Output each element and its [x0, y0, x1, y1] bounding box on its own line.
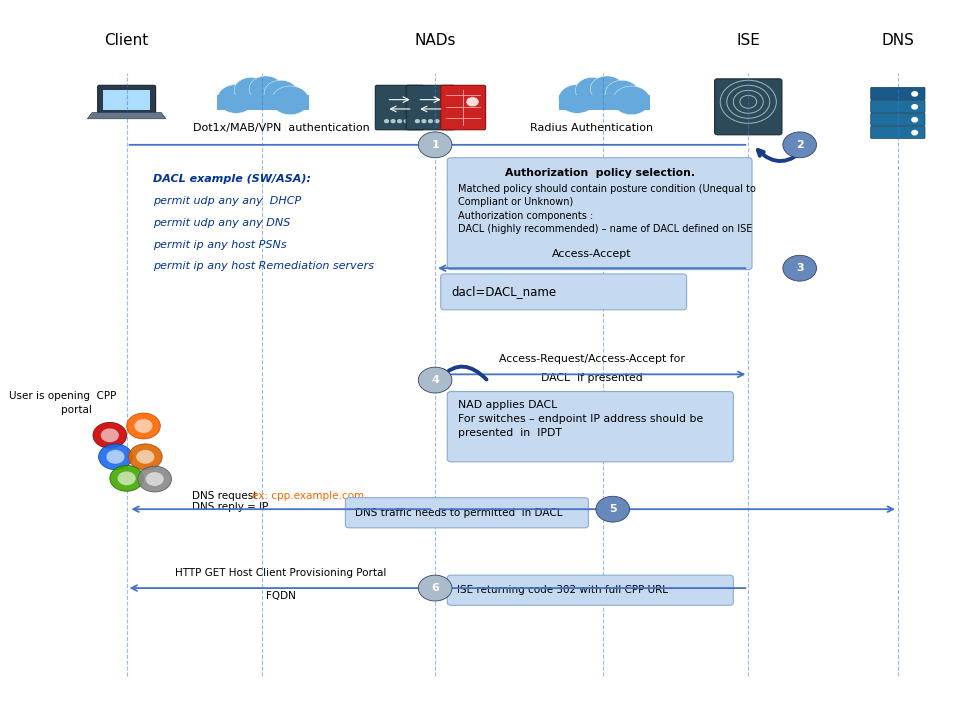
Polygon shape	[559, 94, 650, 110]
FancyBboxPatch shape	[871, 100, 924, 112]
Circle shape	[138, 466, 172, 492]
Circle shape	[99, 444, 132, 469]
Circle shape	[782, 132, 817, 158]
Text: HTTP GET Host Client Provisioning Portal: HTTP GET Host Client Provisioning Portal	[176, 568, 387, 578]
Circle shape	[435, 120, 439, 122]
FancyBboxPatch shape	[714, 79, 782, 135]
FancyBboxPatch shape	[406, 85, 455, 130]
Circle shape	[397, 120, 401, 122]
Circle shape	[419, 575, 452, 601]
Circle shape	[912, 130, 918, 135]
Polygon shape	[87, 112, 166, 119]
FancyBboxPatch shape	[104, 89, 150, 110]
Text: NAD applies DACL
For switches – endpoint IP address should be
presented  in  IPD: NAD applies DACL For switches – endpoint…	[458, 400, 703, 438]
Polygon shape	[217, 94, 309, 110]
Text: Authorization  policy selection.: Authorization policy selection.	[505, 168, 695, 178]
Circle shape	[217, 84, 254, 113]
Circle shape	[422, 120, 426, 122]
FancyBboxPatch shape	[441, 85, 486, 130]
Circle shape	[145, 472, 164, 486]
Text: permit ip any host Remediation servers: permit ip any host Remediation servers	[153, 261, 373, 271]
Circle shape	[466, 96, 479, 107]
Circle shape	[404, 120, 408, 122]
Text: 3: 3	[796, 264, 804, 273]
Text: ISE: ISE	[736, 33, 760, 48]
FancyBboxPatch shape	[98, 85, 156, 114]
Text: 1: 1	[431, 140, 439, 150]
Text: DACL  if presented: DACL if presented	[540, 373, 642, 383]
Circle shape	[596, 496, 630, 522]
Text: DNS request: DNS request	[192, 490, 261, 500]
Text: Client: Client	[105, 33, 149, 48]
FancyBboxPatch shape	[346, 498, 588, 528]
Circle shape	[605, 81, 639, 106]
Circle shape	[559, 84, 596, 113]
Text: FQDN: FQDN	[266, 591, 296, 601]
Circle shape	[391, 120, 395, 122]
Text: Access-Accept: Access-Accept	[552, 249, 632, 259]
Text: DACL example (SW/ASA):: DACL example (SW/ASA):	[153, 174, 311, 184]
Circle shape	[575, 78, 609, 103]
Text: DNS: DNS	[881, 33, 914, 48]
Circle shape	[419, 367, 452, 393]
Text: 6: 6	[431, 583, 439, 593]
Text: 4: 4	[431, 375, 439, 385]
Circle shape	[442, 120, 445, 122]
FancyBboxPatch shape	[871, 113, 924, 125]
FancyBboxPatch shape	[447, 392, 733, 462]
FancyBboxPatch shape	[871, 126, 924, 138]
Text: DNS traffic needs to permitted  in DACL: DNS traffic needs to permitted in DACL	[355, 508, 563, 518]
Circle shape	[93, 423, 127, 449]
Text: ex: cpp.example.com: ex: cpp.example.com	[252, 490, 364, 500]
Circle shape	[107, 450, 125, 464]
Circle shape	[101, 428, 119, 443]
Circle shape	[782, 256, 817, 281]
Circle shape	[385, 120, 389, 122]
Circle shape	[234, 78, 268, 103]
Text: Radius Authentication: Radius Authentication	[530, 123, 653, 133]
Circle shape	[134, 419, 153, 433]
Text: User is opening  CPP
        portal: User is opening CPP portal	[10, 392, 117, 415]
Text: Access-Request/Access-Accept for: Access-Request/Access-Accept for	[499, 354, 684, 364]
Circle shape	[117, 471, 136, 485]
FancyBboxPatch shape	[871, 87, 924, 99]
Circle shape	[612, 86, 650, 114]
Circle shape	[419, 132, 452, 158]
FancyBboxPatch shape	[441, 274, 686, 310]
Text: permit udp any any  DHCP: permit udp any any DHCP	[153, 197, 301, 207]
Text: Matched policy should contain posture condition (Unequal to
Compliant or Unknown: Matched policy should contain posture co…	[458, 184, 756, 235]
Circle shape	[129, 444, 162, 469]
Text: DNS reply = IP: DNS reply = IP	[192, 502, 269, 512]
Circle shape	[416, 120, 420, 122]
Circle shape	[912, 91, 918, 96]
Circle shape	[264, 81, 298, 106]
Circle shape	[136, 450, 155, 464]
Text: permit ip any host PSNs: permit ip any host PSNs	[153, 240, 286, 250]
Text: permit udp any any DNS: permit udp any any DNS	[153, 218, 290, 228]
Text: Dot1x/MAB/VPN  authentication: Dot1x/MAB/VPN authentication	[193, 123, 370, 133]
FancyBboxPatch shape	[447, 158, 752, 269]
Circle shape	[428, 120, 432, 122]
Text: 2: 2	[796, 140, 804, 150]
Circle shape	[127, 413, 160, 439]
Circle shape	[590, 76, 624, 102]
Circle shape	[912, 117, 918, 122]
FancyBboxPatch shape	[375, 85, 424, 130]
Circle shape	[912, 104, 918, 109]
Circle shape	[411, 120, 415, 122]
Circle shape	[249, 76, 283, 102]
Text: ISE returning code 302 with full CPP URL: ISE returning code 302 with full CPP URL	[457, 585, 667, 595]
FancyBboxPatch shape	[447, 575, 733, 606]
Text: NADs: NADs	[415, 33, 456, 48]
Circle shape	[272, 86, 309, 114]
Circle shape	[109, 465, 143, 491]
Text: dacl=DACL_name: dacl=DACL_name	[451, 285, 556, 298]
Text: 5: 5	[609, 504, 616, 514]
